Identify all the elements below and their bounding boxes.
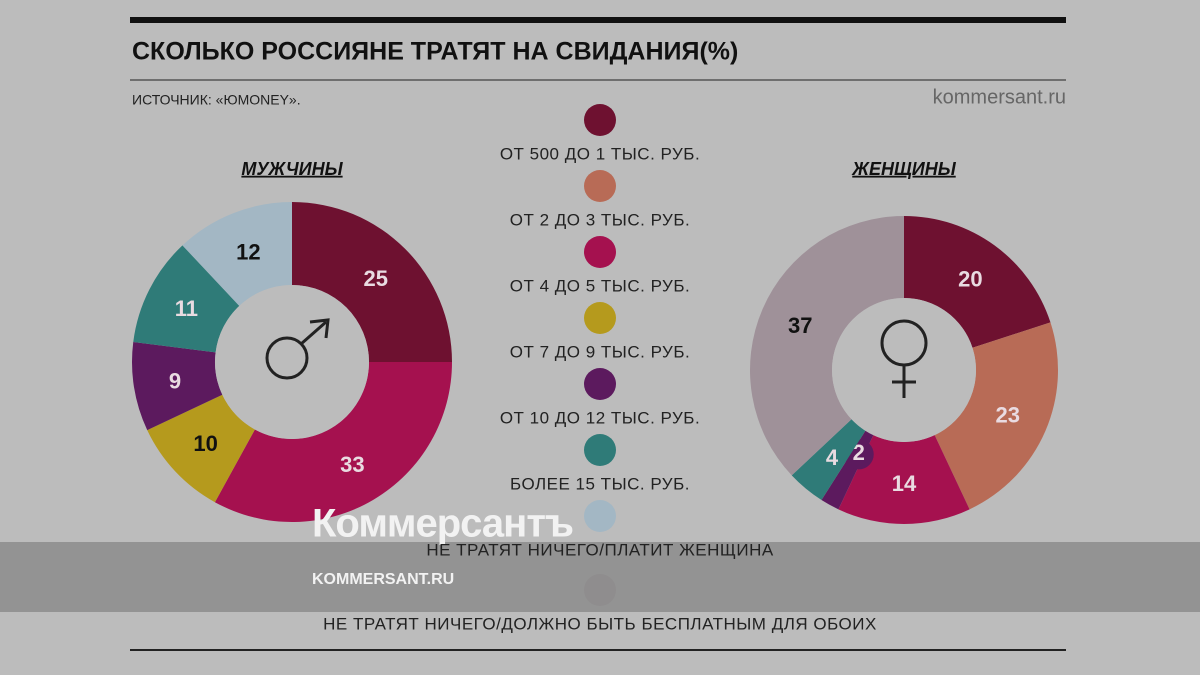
legend-swatch bbox=[584, 236, 616, 268]
legend-swatch bbox=[584, 368, 616, 400]
legend-label: ОТ 500 ДО 1 ТЫС. РУБ. bbox=[500, 144, 700, 163]
legend-label: БОЛЕЕ 15 ТЫС. РУБ. bbox=[510, 474, 690, 493]
slice-label: 25 bbox=[364, 266, 388, 291]
legend-label: ОТ 10 ДО 12 ТЫС. РУБ. bbox=[500, 408, 700, 427]
slice-label: 23 bbox=[995, 403, 1019, 428]
legend-text: ОТ 500 ДО 1 ТЫС. РУБ. ОТ 2 ДО 3 ТЫС. РУБ.… bbox=[323, 144, 877, 633]
pie-title: МУЖЧИНЫ bbox=[241, 159, 343, 179]
legend-label: НЕ ТРАТЯТ НИЧЕГО/ДОЛЖНО БЫТЬ БЕСПЛАТНЫМ … bbox=[323, 614, 877, 633]
slice bbox=[147, 394, 255, 503]
slice-label: 4 bbox=[826, 445, 839, 470]
slice bbox=[292, 202, 452, 362]
slice-label: 20 bbox=[958, 266, 982, 291]
legend-swatch bbox=[584, 170, 616, 202]
slice bbox=[791, 419, 866, 501]
site: kommersant.ru bbox=[933, 86, 1066, 108]
slice-label: 12 bbox=[236, 240, 260, 265]
female-symbol bbox=[880, 319, 928, 398]
slice bbox=[133, 245, 240, 353]
top-rule bbox=[130, 17, 1066, 23]
slice-label: 2 bbox=[853, 440, 865, 465]
source: ИСТОЧНИК: «ЮMONEY». bbox=[132, 92, 301, 108]
slice-label: 11 bbox=[175, 296, 198, 321]
legend-swatch bbox=[584, 434, 616, 466]
slice-label: 9 bbox=[169, 368, 181, 393]
legend-swatch bbox=[584, 500, 616, 532]
chart-title: СКОЛЬКО РОССИЯНЕ ТРАТЯТ НА СВИДАНИЯ(%) bbox=[132, 38, 738, 66]
legend-label: ОТ 7 ДО 9 ТЫС. РУБ. bbox=[510, 342, 690, 361]
legend-swatch bbox=[584, 302, 616, 334]
slice bbox=[182, 202, 292, 306]
slice-label: 10 bbox=[193, 431, 217, 456]
slice-label: 37 bbox=[788, 313, 812, 338]
male-symbol bbox=[265, 318, 330, 380]
slice bbox=[750, 216, 904, 476]
slice bbox=[934, 322, 1058, 510]
legend-label: ОТ 2 ДО 3 ТЫС. РУБ. bbox=[510, 210, 690, 229]
pie-title: ЖЕНЩИНЫ bbox=[851, 159, 956, 179]
slice bbox=[131, 341, 223, 431]
legend-label: НЕ ТРАТЯТ НИЧЕГО/ПЛАТИТ ЖЕНЩИНА bbox=[426, 540, 774, 559]
slice-label: 33 bbox=[340, 452, 364, 477]
legend-label: ОТ 4 ДО 5 ТЫС. РУБ. bbox=[510, 276, 690, 295]
watermark-site: KOMMERSANT.RU bbox=[312, 571, 454, 588]
slice-label: 14 bbox=[892, 471, 917, 496]
slice bbox=[214, 362, 452, 523]
watermark-brand: Коммерсантъ bbox=[312, 502, 573, 546]
slice bbox=[904, 216, 1051, 348]
watermark-band bbox=[0, 542, 1200, 612]
legend-swatch bbox=[584, 104, 616, 136]
pies: МУЖЧИНЫ 25 33 10 9 11 12 ЖЕНЩИНЫ 20 23 14 24 37 bbox=[131, 159, 1058, 524]
pie-hole bbox=[215, 285, 369, 439]
